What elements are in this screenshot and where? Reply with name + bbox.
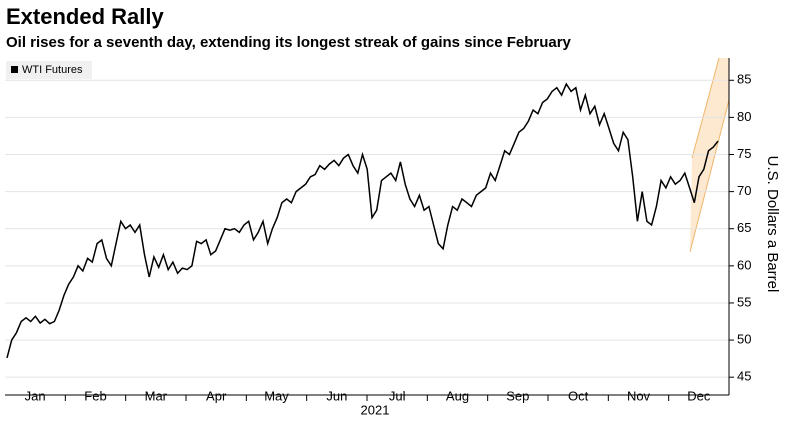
trend-line-lower	[689, 99, 730, 253]
x-tick-label: Jul	[389, 388, 406, 403]
chart-title: Extended Rally	[6, 4, 164, 29]
y-tick-label: 85	[737, 72, 751, 87]
x-tick-label: Mar	[145, 388, 168, 403]
legend-label: WTI Futures	[22, 64, 83, 76]
trend-channel	[690, 58, 729, 252]
y-tick-label: 50	[737, 332, 751, 347]
legend-swatch	[11, 66, 18, 73]
trend-line-upper	[691, 57, 720, 159]
series-line	[6, 82, 719, 359]
y-tick-label: 75	[737, 146, 751, 161]
x-tick-label: Oct	[568, 388, 589, 403]
x-tick-label: Aug	[446, 388, 469, 403]
y-tick-label: 60	[737, 257, 751, 272]
y-tick-label: 45	[737, 369, 751, 384]
x-tick-label: Sep	[506, 388, 529, 403]
y-axis-title: U.S. Dollars a Barrel	[764, 156, 781, 293]
x-tick-label: Jun	[326, 388, 347, 403]
x-tick-label: Feb	[84, 388, 106, 403]
y-tick-label: 70	[737, 183, 751, 198]
x-year-label: 2021	[361, 402, 390, 417]
legend-box	[6, 61, 92, 79]
y-tick-label: 65	[737, 220, 751, 235]
x-tick-label: Jan	[25, 388, 46, 403]
x-tick-label: Dec	[687, 388, 711, 403]
y-tick-label: 55	[737, 294, 751, 309]
x-tick-label: Apr	[206, 388, 227, 403]
x-tick-label: Nov	[627, 388, 651, 403]
y-tick-label: 80	[737, 109, 751, 124]
x-tick-label: May	[264, 388, 289, 403]
chart-subtitle: Oil rises for a seventh day, extending i…	[6, 34, 572, 51]
